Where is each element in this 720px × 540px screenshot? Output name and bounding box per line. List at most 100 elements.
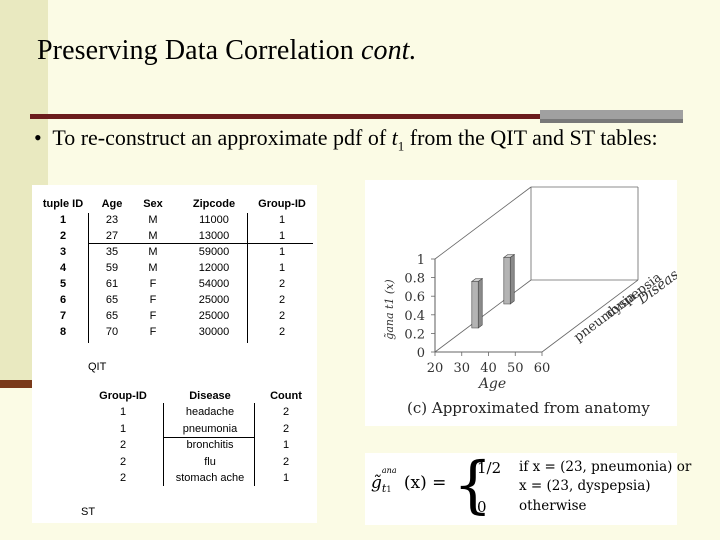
anatomy-chart-panel: 0 0.2 0.4 0.6 0.8 1 20 30 40 50 60 pneumonia dyspeps… (365, 180, 689, 426)
st-cell: 2 (282, 455, 290, 468)
qit-cell: 65 (105, 310, 119, 322)
bullet-var: t (391, 125, 398, 150)
formula-case1-cond2: x = (23, dyspepsia) (519, 478, 651, 494)
title-rule-shadow (540, 110, 683, 119)
formula-lhs-arg: (x) = (403, 473, 447, 493)
bullet-text: • To re-construct an approximate pdf of … (34, 124, 684, 160)
qit-cell: M (148, 214, 158, 226)
qit-cell: F (149, 310, 157, 322)
bar-side (477, 277, 483, 329)
x-tick-label: 30 (453, 361, 470, 376)
st-cell: flu (204, 455, 216, 468)
bar (471, 281, 479, 329)
y-tick-label: 1 (417, 253, 425, 268)
bullet-mark: • (34, 125, 42, 150)
qit-cell: 25000 (198, 310, 230, 322)
x-tick-label: 60 (534, 361, 551, 376)
y-tick-label: 0.8 (404, 272, 425, 287)
title-italic: cont. (360, 35, 417, 66)
st-header-cell: Group-ID (99, 390, 147, 402)
qit-cell: F (149, 294, 157, 306)
bullet-post: from the QIT and ST tables: (404, 125, 658, 150)
qit-cell: 59000 (198, 246, 230, 258)
st-caption: ST (81, 506, 96, 518)
y-tick-label: 0.6 (404, 290, 425, 305)
qit-header-cell: Sex (143, 198, 163, 210)
formula-lhs-sup: ana (381, 466, 397, 475)
qit-cell: F (149, 326, 157, 338)
qit-caption: QIT (88, 361, 107, 373)
st-cell: pneumonia (182, 422, 238, 435)
qit-cell: 25000 (198, 294, 230, 306)
qit-cell: 2 (59, 230, 67, 242)
st-cell: 2 (119, 455, 127, 468)
pdf-formula: g̃ ana t1 (x) = { 1/2 if x = (23, pneumonia… (365, 449, 691, 525)
qit-header-cell: Zipcode (192, 198, 236, 210)
formula-lhs-scripts: ana t1 (382, 466, 404, 495)
y-axis-label: g̃ana t1 (x) (383, 279, 396, 339)
st-header-cell: Disease (189, 390, 231, 402)
qit-cell: 8 (59, 326, 67, 338)
title-rule-shadow-dark (540, 119, 683, 123)
qit-cell: 5 (59, 278, 67, 290)
qit-cell: 2 (278, 278, 286, 290)
qit-cell: F (149, 278, 157, 290)
formula-case2-text: otherwise (519, 498, 587, 514)
formula-lhs-sub: t1 (382, 482, 392, 495)
x-tick-label: 40 (480, 361, 497, 376)
qit-cell: 1 (59, 214, 67, 226)
x-axis-label: Age (477, 376, 506, 392)
bar-side (509, 253, 515, 305)
formula-case2-value: 0 (477, 498, 487, 516)
qit-header-cell: tuple ID (42, 198, 84, 210)
formula-brace: { (453, 448, 493, 521)
qit-cell: 35 (105, 246, 119, 258)
formula-case1-value: 1/2 (477, 459, 502, 477)
st-divider (254, 403, 255, 486)
y-tick-label: 0 (417, 346, 425, 361)
st-cell: stomach ache (175, 472, 245, 484)
st-cell: bronchitis (186, 439, 234, 451)
qit-cell: 11000 (199, 214, 229, 226)
qit-divider (88, 213, 89, 343)
bar (503, 257, 511, 305)
left-decor-accent (0, 380, 48, 388)
st-cell: 2 (282, 422, 290, 435)
qit-cell: 1 (278, 246, 286, 258)
qit-cell: 4 (59, 262, 67, 274)
qit-cell: 1 (278, 230, 286, 242)
qit-cell: 2 (278, 294, 286, 306)
formula-lhs-base: g̃ (371, 473, 382, 493)
qit-cell: 65 (105, 294, 119, 306)
formula-lhs: g̃ ana t1 (x) = (371, 466, 447, 495)
st-divider (163, 403, 164, 486)
qit-header-cell: Group-ID (258, 198, 306, 210)
y-tick-label: 0.2 (404, 327, 425, 342)
st-cell: 2 (119, 439, 127, 451)
qit-cell: 2 (278, 326, 286, 338)
st-cell: 1 (282, 439, 290, 451)
qit-cell: 30000 (198, 326, 230, 338)
chart-caption: (c) Approximated from anatomy (407, 399, 650, 417)
bullet-sub: 1 (397, 138, 405, 154)
box-edge (434, 186, 532, 260)
tables-figure: tuple ID Age Sex Zipcode Group-ID 1 23 M 11000 1 2… (32, 185, 317, 523)
st-cell: 1 (119, 406, 127, 418)
x-tick-label: 20 (427, 361, 444, 376)
slide-title: Preserving Data Correlation cont. (37, 35, 417, 67)
qit-group-divider (88, 243, 313, 244)
qit-header-cell: Age (101, 198, 123, 210)
bullet-pre: To re-construct an approximate pdf of (52, 125, 392, 150)
y-tick-label: 0.4 (404, 309, 425, 324)
qit-cell: 2 (278, 310, 286, 322)
qit-cell: 1 (278, 262, 286, 274)
qit-cell: M (148, 246, 158, 258)
st-cell: 1 (119, 422, 127, 435)
z-axis-line (434, 279, 532, 353)
qit-cell: 27 (105, 230, 119, 242)
qit-cell: 12000 (198, 262, 230, 274)
title-main: Preserving Data Correlation (37, 35, 361, 66)
qit-cell: 70 (105, 326, 119, 338)
qit-cell: 54000 (198, 278, 230, 290)
